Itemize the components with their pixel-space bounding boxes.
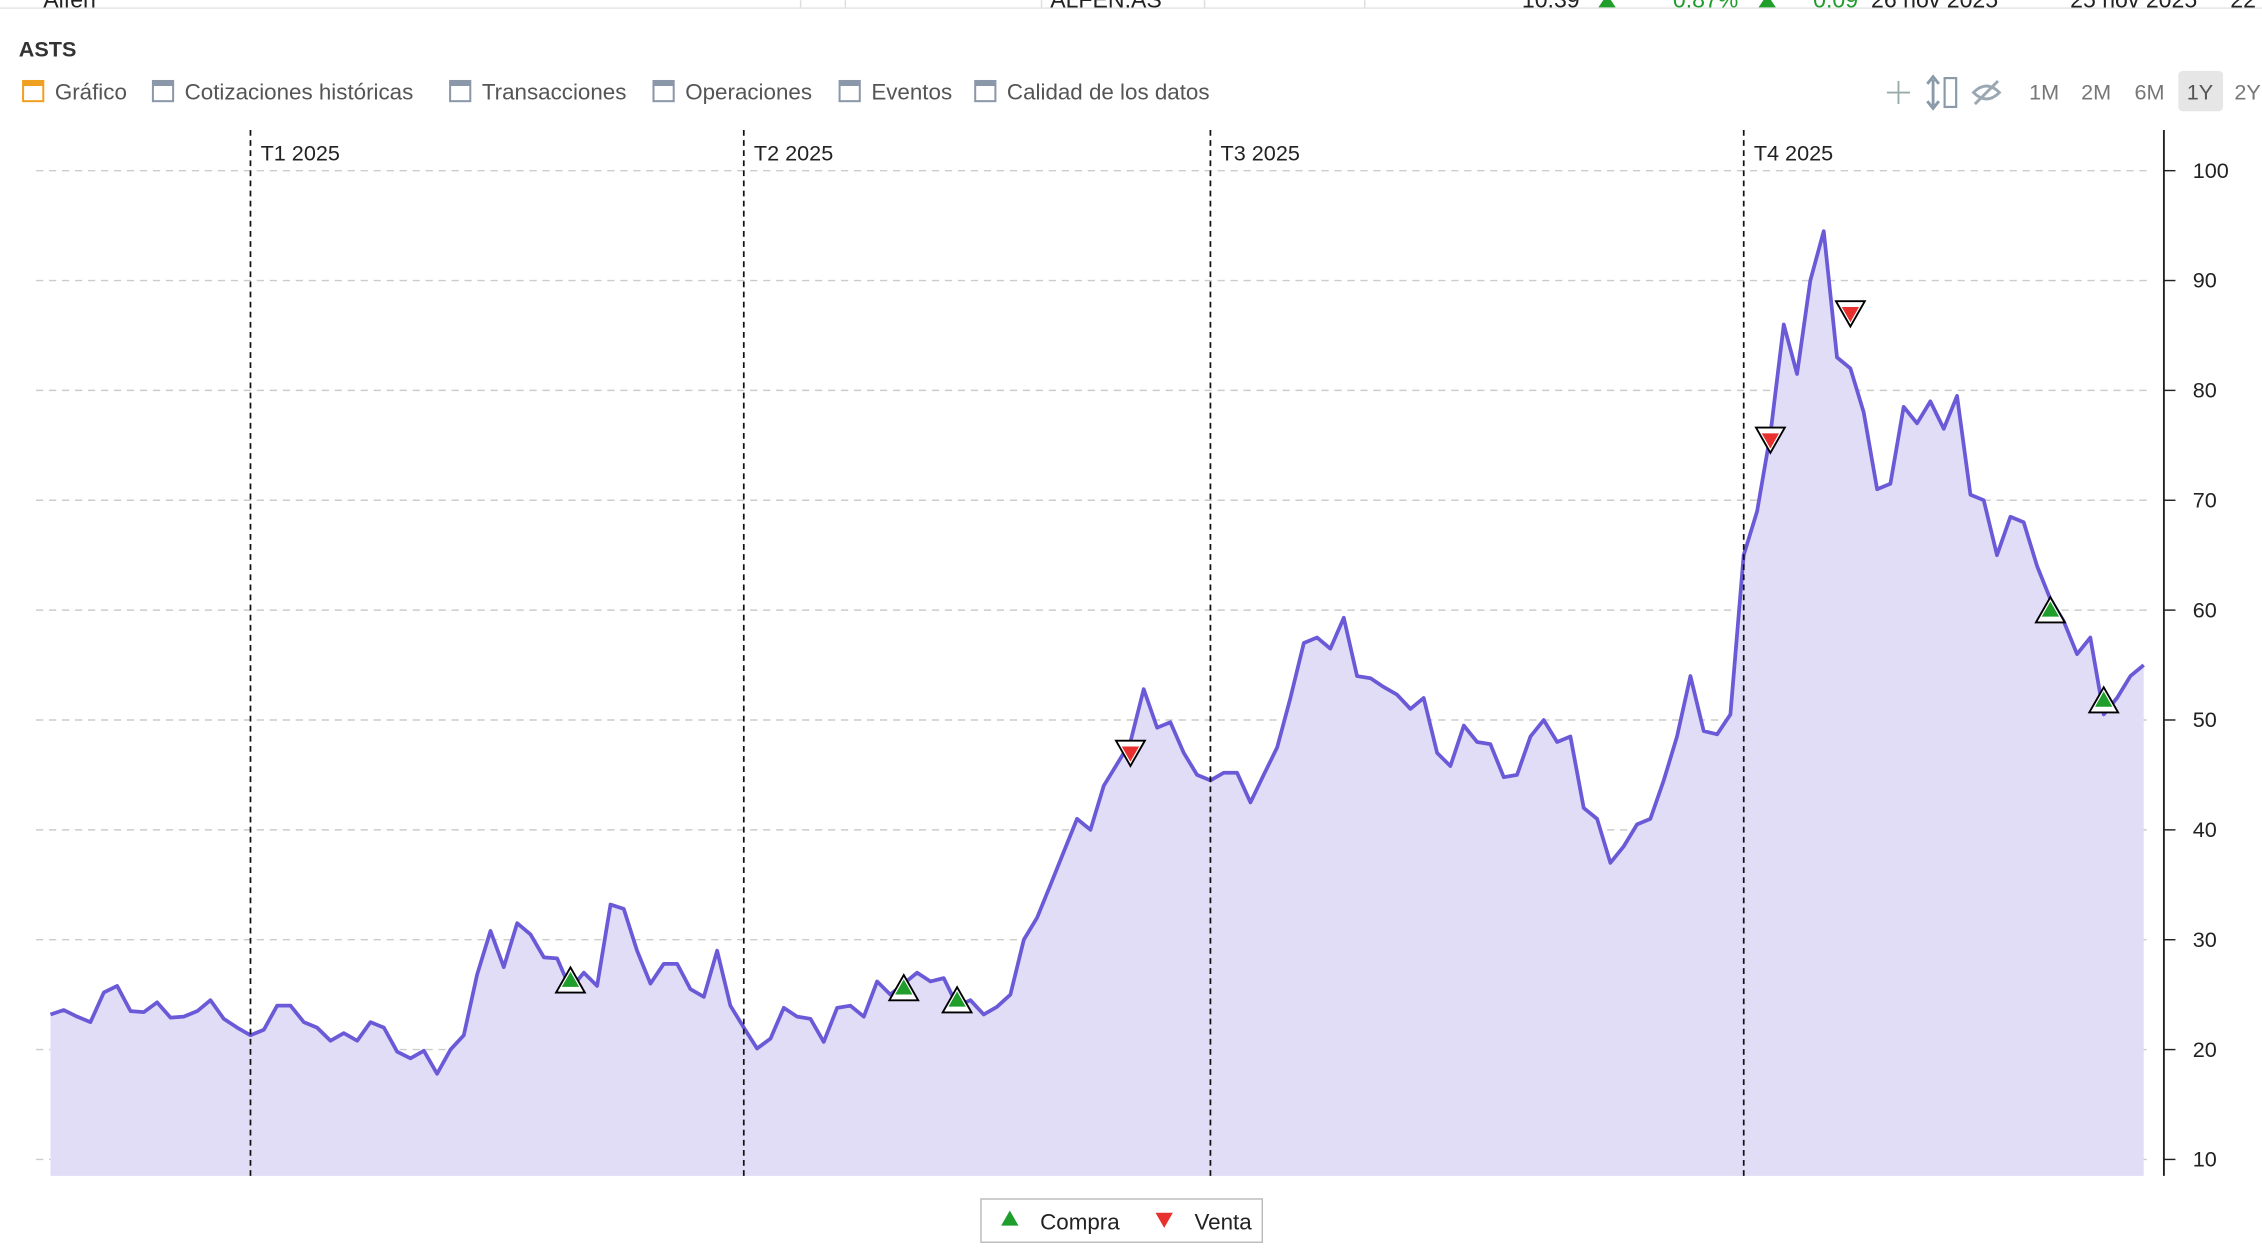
tab[interactable]: Calidad de los datos [974, 79, 1210, 105]
range-button[interactable]: 1M [2029, 80, 2059, 105]
legend-label: Venta [1194, 1209, 1252, 1234]
event-marker [887, 973, 920, 1002]
tab[interactable]: Gráfico [22, 79, 127, 105]
event-marker [1114, 739, 1147, 768]
row-change: 0.09 [1813, 0, 1858, 12]
legend-swatch [1001, 1210, 1019, 1226]
tab-label: Calidad de los datos [1007, 80, 1210, 105]
row-change-pct: 0.87% [1673, 0, 1738, 12]
event-marker [1754, 426, 1787, 455]
tab[interactable]: Cotizaciones históricas [151, 79, 414, 105]
row-date: 26 nov 2025 [1871, 0, 1998, 12]
up-icon [1598, 0, 1616, 8]
marker [2095, 691, 2113, 707]
tab-icon [974, 79, 997, 103]
marker [1761, 433, 1780, 449]
marker [561, 971, 580, 987]
y-tick-label: 30 [2193, 927, 2217, 952]
tab[interactable]: Operaciones [652, 79, 812, 105]
legend-items: Compra Venta [1001, 1209, 1252, 1234]
range-button[interactable]: 1Y [2187, 80, 2213, 105]
top-row: Alfen ALFEN.AS 10.39 0.87% 0.09 26 nov 2… [0, 0, 2262, 12]
up-icon [1758, 0, 1776, 8]
tab-label: Operaciones [685, 80, 812, 105]
tab-icon [838, 79, 861, 103]
area [50, 231, 2144, 1176]
range-button[interactable]: 6M [2134, 80, 2164, 105]
row-date: 25 nov 2025 [2070, 0, 2197, 12]
row-name: Alfen [43, 0, 96, 12]
tab-icon [449, 79, 472, 103]
row-ticker: ALFEN.AS [1050, 0, 1162, 12]
y-tick-label: 100 [2193, 158, 2229, 183]
event-marker [941, 985, 974, 1014]
y-tick-label: 60 [2193, 597, 2217, 622]
marker [1841, 307, 1860, 323]
marker [895, 979, 913, 995]
tab[interactable]: Transacciones [449, 79, 627, 105]
tab-bar: Gráfico Cotizaciones históricas Transaccio… [22, 79, 1210, 105]
tab-label: Gráfico [55, 80, 127, 105]
hide-button[interactable] [1971, 79, 2002, 106]
quarter-label: T3 2025 [1221, 140, 1300, 165]
line [49, 229, 2145, 1076]
y-tick-label: 20 [2193, 1037, 2217, 1062]
y-tick-label: 80 [2193, 378, 2217, 403]
quarter-label: T1 2025 [261, 140, 340, 165]
y-tick-label: 50 [2193, 707, 2217, 732]
legend-label: Compra [1040, 1209, 1120, 1234]
crosshair-button[interactable] [1886, 80, 1911, 105]
marker [2041, 601, 2060, 617]
chart: 10 20 30 40 50 60 70 80 90 100 T1 2025 T2 2025 T3 20… [36, 130, 2229, 1176]
scale-button[interactable] [1926, 74, 1958, 111]
y-tick-label: 10 [2193, 1147, 2217, 1172]
event-marker [554, 965, 587, 994]
tab-label: Eventos [871, 80, 952, 105]
row-price: 10.39 [1522, 0, 1580, 12]
event-marker [2034, 595, 2067, 624]
tab-icon [151, 79, 175, 103]
marker [948, 991, 966, 1007]
range-buttons: 1M 2M 6M 1Y 2Y [2029, 80, 2261, 105]
event-marker [2087, 685, 2120, 714]
range-button[interactable]: 2Y [2234, 80, 2260, 105]
tab-label: Cotizaciones históricas [185, 80, 414, 105]
range-button[interactable]: 2M [2081, 80, 2111, 105]
tab-icon [652, 79, 675, 103]
legend-swatch [1155, 1212, 1173, 1228]
toolbar: 1M 2M 6M 1Y 2Y [1886, 70, 2261, 112]
marker [1121, 746, 1140, 762]
quarter-label: T2 2025 [754, 140, 833, 165]
tab[interactable]: Eventos [838, 79, 953, 105]
quarter-label: T4 2025 [1754, 140, 1833, 165]
symbol: ASTS [19, 36, 77, 61]
legend: Compra Venta [980, 1198, 1263, 1243]
y-tick-label: 90 [2193, 268, 2217, 293]
tab-icon [22, 79, 45, 103]
row-extra: 22 [2230, 0, 2256, 12]
y-tick-label: 40 [2193, 817, 2217, 842]
selected-range-bg [2178, 70, 2224, 112]
event-marker [1834, 300, 1867, 329]
y-tick-label: 70 [2193, 487, 2217, 512]
legend-box [980, 1198, 1263, 1243]
tab-label: Transacciones [482, 80, 627, 105]
